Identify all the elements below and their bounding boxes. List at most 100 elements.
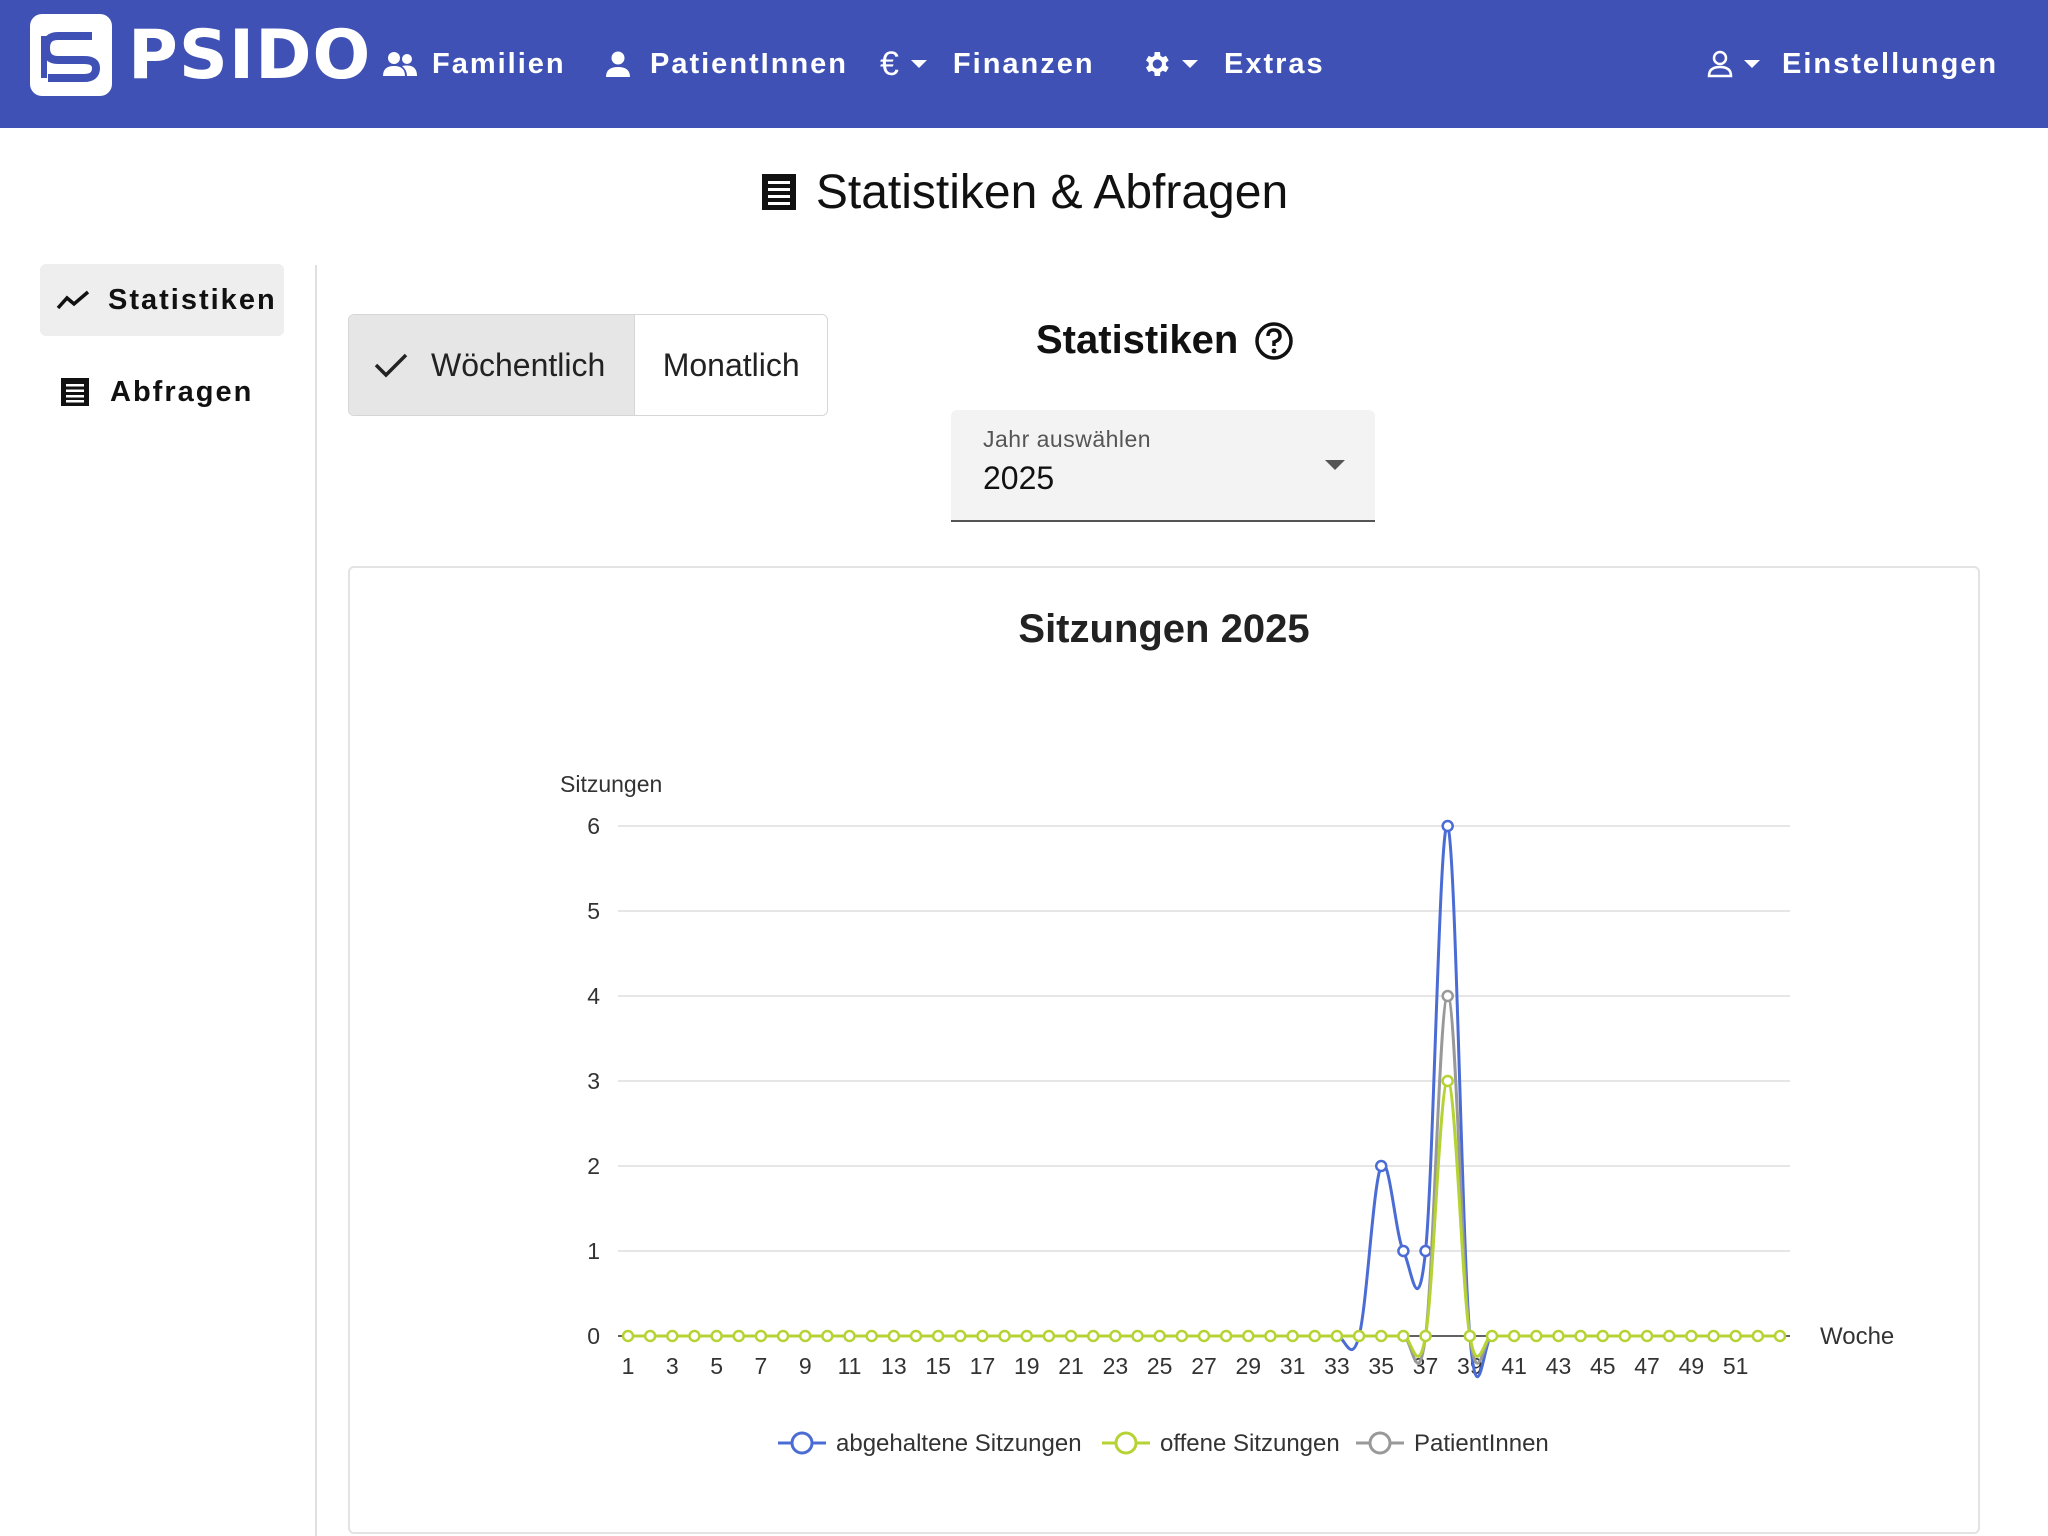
series-line <box>627 824 1780 1379</box>
page-title-text: Statistiken & Abfragen <box>815 166 1289 219</box>
data-point <box>1064 1329 1078 1343</box>
data-point <box>1707 1329 1720 1343</box>
data-point <box>776 1329 790 1343</box>
data-point <box>887 1329 901 1343</box>
gear-icon <box>1146 52 1169 76</box>
data-point <box>1197 1329 1211 1343</box>
data-point <box>1397 1329 1410 1343</box>
data-point <box>1419 1244 1432 1258</box>
dropdown-arrow-icon <box>1325 460 1345 470</box>
data-point <box>1773 1329 1787 1343</box>
data-point <box>1175 1329 1189 1343</box>
toggle-monthly[interactable]: Monatlich <box>634 315 827 415</box>
period-toggle: Wöchentlich Monatlich <box>348 314 828 416</box>
data-point <box>1374 1159 1388 1173</box>
nav-label: PatientInnen <box>650 47 849 80</box>
data-point <box>754 1329 768 1343</box>
data-point <box>1618 1329 1632 1343</box>
stats-heading: Statistiken <box>1036 318 1294 363</box>
x-tick-label: 33 <box>1324 1353 1350 1379</box>
sidebar-item-label: Statistiken <box>108 283 277 316</box>
data-point <box>732 1329 746 1343</box>
data-point <box>1086 1329 1100 1343</box>
nav-label: Finanzen <box>952 47 1095 80</box>
chart-card: Sitzungen 2025 0 1 2 3 4 5 6 Sitzungen Woche 1 3 5 7 9… <box>348 566 1980 1534</box>
x-tick-label: 31 <box>1280 1353 1306 1379</box>
top-navbar: PSIDO Familien PatientInnen € Finanzen E… <box>0 0 2048 128</box>
data-point <box>843 1329 856 1343</box>
x-tick-label: 7 <box>755 1353 768 1379</box>
year-select[interactable]: Jahr auswählen 2025 <box>951 410 1375 522</box>
data-point <box>1308 1329 1322 1343</box>
x-tick-label: 15 <box>925 1353 951 1379</box>
nav-label: Extras <box>1224 47 1325 80</box>
toggle-monthly-label: Monatlich <box>662 346 800 383</box>
legend-label: abgehaltene Sitzungen <box>836 1430 1082 1457</box>
brand-logo[interactable]: PSIDO <box>30 14 371 96</box>
x-tick-label: 5 <box>710 1353 723 1379</box>
data-point <box>1042 1329 1056 1343</box>
data-point <box>1574 1329 1587 1343</box>
sidebar-item-statistiken[interactable]: Statistiken <box>40 264 284 336</box>
y-tick-label: 4 <box>587 983 600 1009</box>
list-icon <box>761 174 796 210</box>
data-point <box>798 1329 812 1343</box>
person-icon <box>606 51 630 77</box>
data-point <box>1507 1329 1521 1343</box>
sidebar-item-label: Abfragen <box>110 375 254 408</box>
list-icon <box>61 378 89 406</box>
x-tick-label: 9 <box>799 1353 812 1379</box>
nav-finanzen[interactable]: € Finanzen <box>880 34 1095 94</box>
x-tick-label: 17 <box>970 1353 996 1379</box>
data-point <box>1397 1244 1410 1258</box>
x-tick-label: 47 <box>1634 1353 1660 1379</box>
toggle-weekly[interactable]: Wöchentlich <box>349 315 635 415</box>
data-point <box>1441 989 1454 1003</box>
sidebar-item-abfragen[interactable]: Abfragen <box>40 356 284 428</box>
legend-marker <box>1368 1431 1392 1455</box>
nav-familien[interactable]: Familien <box>382 34 566 94</box>
x-tick-label: 29 <box>1236 1353 1262 1379</box>
data-point <box>1640 1329 1654 1343</box>
data-point <box>1286 1329 1299 1343</box>
logo-icon <box>30 14 112 96</box>
data-point <box>909 1329 923 1343</box>
y-axis-label: Sitzungen <box>560 771 662 797</box>
legend-label: offene Sitzungen <box>1160 1430 1340 1457</box>
series-line <box>627 994 1780 1365</box>
nav-einstellungen[interactable]: Einstellungen <box>1706 34 1998 94</box>
x-tick-label: 21 <box>1058 1353 1084 1379</box>
data-point <box>1020 1329 1034 1343</box>
brand-name: PSIDO <box>128 15 372 95</box>
data-point <box>1485 1329 1499 1343</box>
data-point <box>1530 1329 1543 1343</box>
x-tick-label: 35 <box>1368 1353 1394 1379</box>
data-point <box>1729 1329 1742 1343</box>
data-point <box>931 1329 945 1343</box>
legend-marker <box>1114 1431 1138 1455</box>
nav-patientinnen[interactable]: PatientInnen <box>604 34 848 94</box>
nav-extras[interactable]: Extras <box>1140 34 1325 94</box>
y-tick-label: 1 <box>587 1238 600 1264</box>
y-tick-label: 6 <box>587 813 600 839</box>
y-tick-label: 2 <box>587 1153 600 1179</box>
data-point <box>1463 1329 1477 1343</box>
data-point <box>1441 1074 1454 1088</box>
help-icon[interactable] <box>1254 321 1294 361</box>
y-tick-label: 3 <box>587 1068 600 1094</box>
data-point <box>954 1329 967 1343</box>
y-tick-label: 0 <box>587 1323 600 1349</box>
stats-heading-text: Statistiken <box>1036 318 1239 362</box>
x-tick-label: 1 <box>622 1353 635 1379</box>
data-point <box>1109 1329 1122 1343</box>
chevron-down-icon <box>1182 60 1198 68</box>
data-point <box>1751 1329 1765 1343</box>
sidebar-divider <box>315 265 317 1536</box>
data-point <box>821 1329 834 1343</box>
legend-label: PatientInnen <box>1414 1430 1549 1457</box>
data-point <box>1153 1329 1166 1343</box>
series-line <box>627 1079 1780 1358</box>
data-point <box>1330 1329 1344 1343</box>
data-point <box>621 1329 635 1343</box>
